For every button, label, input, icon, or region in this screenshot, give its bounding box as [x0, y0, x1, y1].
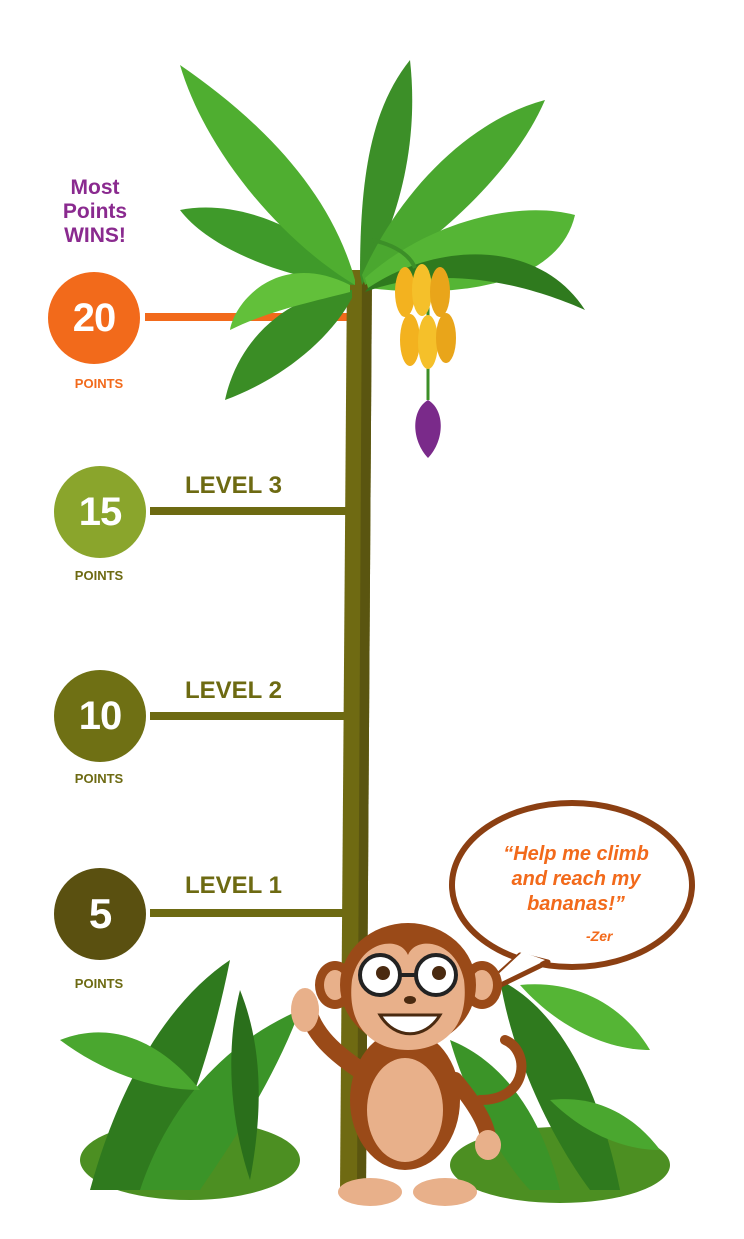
- speech-text: “Help me climb and reach my bananas!”: [476, 842, 676, 917]
- headline-line-2: Points: [62, 200, 128, 223]
- points-label: POINTS: [74, 976, 124, 991]
- headline-line-1: Most: [70, 176, 120, 199]
- level-label-1: LEVEL 1: [185, 872, 282, 899]
- monkey-icon: [291, 923, 527, 1206]
- points-badge-value: 10: [78, 693, 122, 738]
- level-label-2: LEVEL 2: [185, 677, 282, 704]
- points-badge-10: 10: [54, 670, 146, 762]
- points-label: POINTS: [74, 568, 124, 583]
- points-badge-5: 5: [54, 868, 146, 960]
- points-badge-value: 20: [72, 295, 116, 340]
- points-label: POINTS: [74, 376, 124, 391]
- speech-line-3: bananas!”: [527, 893, 625, 915]
- speech-line-1: “Help me climb: [503, 843, 649, 865]
- jungle-plants-icon: [60, 960, 670, 1203]
- banana-bunch-icon: [371, 238, 456, 458]
- speech-signature: -Zer: [586, 928, 613, 944]
- headline: Most Points WINS!: [40, 176, 150, 248]
- points-badge-value: 5: [88, 890, 112, 937]
- points-badge-20: 20: [48, 272, 140, 364]
- level-label-3: LEVEL 3: [185, 472, 282, 499]
- headline-line-3: WINS!: [64, 224, 126, 247]
- points-badge-15: 15: [54, 466, 146, 558]
- speech-line-2: and reach my: [511, 868, 641, 890]
- points-label: POINTS: [74, 771, 124, 786]
- points-badge-value: 15: [78, 489, 122, 534]
